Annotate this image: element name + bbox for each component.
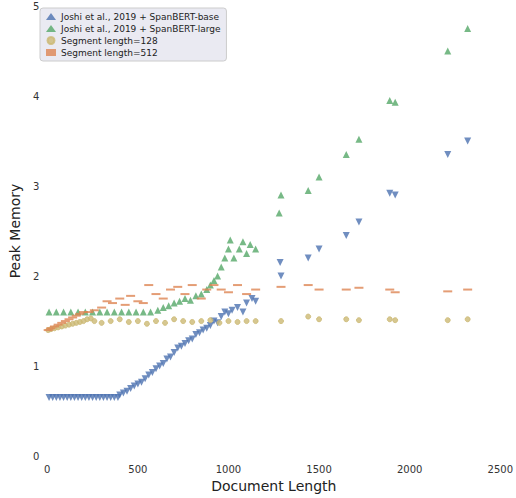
svg-text:Joshi et al., 2019 + SpanBERT-: Joshi et al., 2019 + SpanBERT-large (60, 24, 221, 34)
svg-text:1500: 1500 (306, 464, 331, 475)
svg-text:2000: 2000 (397, 464, 422, 475)
svg-text:0: 0 (44, 464, 50, 475)
svg-text:3: 3 (33, 181, 39, 192)
svg-text:2: 2 (33, 271, 39, 282)
svg-text:Document Length: Document Length (211, 478, 336, 494)
svg-text:2500: 2500 (488, 464, 513, 475)
svg-text:5: 5 (33, 1, 39, 12)
svg-text:4: 4 (33, 91, 39, 102)
svg-text:Segment length=128: Segment length=128 (61, 36, 158, 46)
svg-text:Segment length=512: Segment length=512 (61, 48, 158, 58)
svg-text:Peak Memory: Peak Memory (7, 184, 23, 279)
svg-text:Joshi et al., 2019 + SpanBERT-: Joshi et al., 2019 + SpanBERT-base (60, 12, 220, 22)
svg-text:1: 1 (33, 361, 39, 372)
svg-text:500: 500 (128, 464, 147, 475)
svg-text:0: 0 (33, 451, 39, 462)
svg-text:1000: 1000 (216, 464, 241, 475)
